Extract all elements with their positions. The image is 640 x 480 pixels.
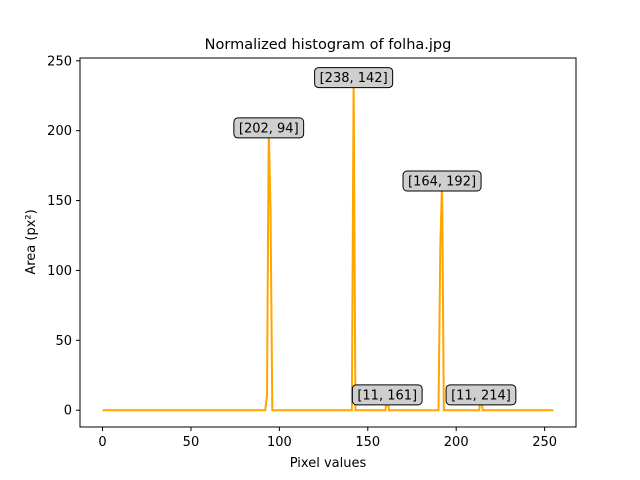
- peak-annotation: [164, 192]: [402, 170, 482, 192]
- y-tick-label: 100: [47, 264, 72, 279]
- x-tick-label: 250: [532, 435, 557, 450]
- peak-annotation: [11, 214]: [445, 384, 517, 406]
- x-axis-label: Pixel values: [290, 456, 367, 471]
- x-tick-label: 150: [355, 435, 380, 450]
- annotation-label: [11, 214]: [451, 388, 511, 403]
- annotation-label: [238, 142]: [320, 71, 388, 86]
- y-axis-label: Area (px²): [24, 209, 39, 274]
- annotation-label: [202, 94]: [239, 121, 299, 136]
- annotation-label: [11, 161]: [357, 388, 417, 403]
- y-tick-label: 50: [55, 334, 72, 349]
- y-tick-label: 250: [47, 54, 72, 69]
- annotations-layer: [202, 94] [238, 142] [164, 192] [11, 161] [1…: [233, 67, 517, 406]
- x-tick-label: 0: [98, 435, 106, 450]
- y-tick-label: 200: [47, 124, 72, 139]
- y-axis-ticks: 0 50 100 150 200 250: [47, 54, 80, 419]
- annotation-box: [351, 384, 423, 406]
- x-tick-label: 50: [183, 435, 200, 450]
- annotation-box: [402, 170, 482, 192]
- chart-title: Normalized histogram of folha.jpg: [205, 37, 452, 53]
- peak-annotation: [11, 161]: [351, 384, 423, 406]
- y-tick-label: 0: [64, 404, 72, 419]
- annotation-box: [445, 384, 517, 406]
- x-tick-label: 200: [444, 435, 469, 450]
- peak-annotation: [238, 142]: [314, 67, 394, 89]
- x-tick-label: 100: [267, 435, 292, 450]
- y-tick-label: 150: [47, 194, 72, 209]
- axes-frame: [79, 57, 577, 428]
- x-axis-ticks: 0 50 100 150 200 250: [98, 427, 557, 450]
- annotation-label: [164, 192]: [408, 175, 476, 190]
- annotation-box: [314, 67, 394, 89]
- annotation-box: [233, 117, 305, 139]
- peak-annotation: [202, 94]: [233, 117, 305, 139]
